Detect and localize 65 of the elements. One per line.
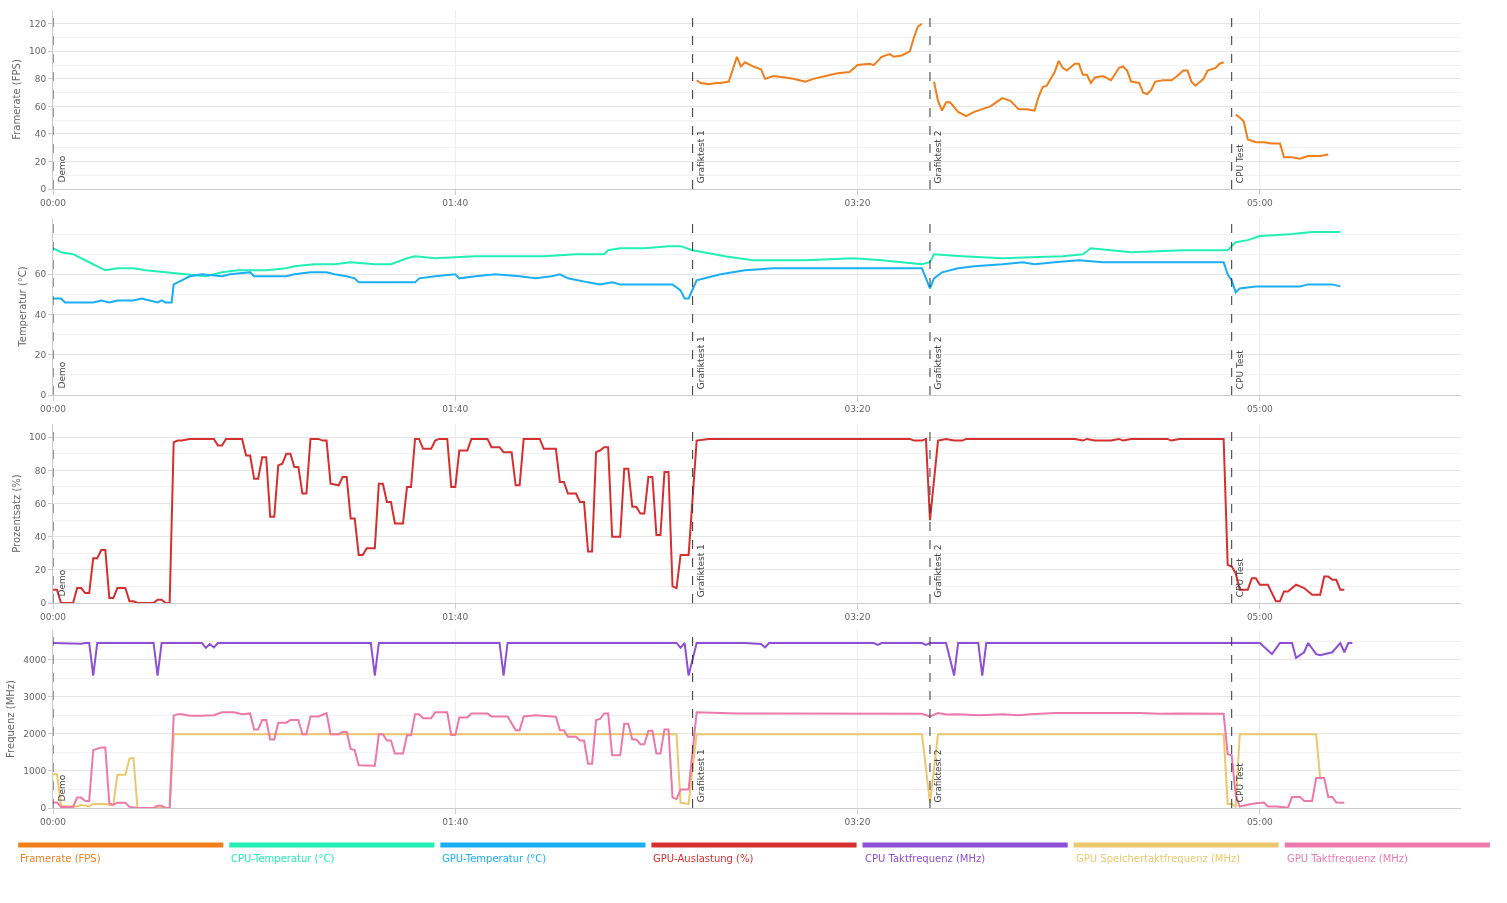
text: GPU Taktfrequenz (MHz)	[1287, 853, 1409, 864]
x-tick-label: 00:00	[40, 403, 67, 414]
ref-line-label: CPU Test	[1235, 762, 1246, 803]
text: GPU-Auslastung (%)	[653, 853, 754, 864]
ref-line-label: Grafiktest 1	[696, 749, 707, 803]
y-tick-label: 0	[40, 184, 47, 195]
ref-line-label: Demo	[56, 569, 67, 597]
x-tick-label: 00:00	[40, 197, 67, 208]
y-tick-label: 0	[40, 598, 47, 609]
y-tick-label: 20	[34, 565, 47, 575]
y-tick-label: 1000	[23, 766, 47, 777]
y-tick-label: 3000	[23, 691, 47, 702]
y-axis-title: Framerate (FPS)	[11, 59, 23, 140]
y-tick-label: 100	[29, 46, 47, 57]
ref-line-label: Grafiktest 1	[696, 336, 707, 390]
y-tick-label: 40	[34, 531, 47, 542]
y-tick-label: 40	[34, 129, 47, 140]
ref-line-label: Demo	[56, 774, 67, 802]
y-tick-label: 60	[34, 269, 47, 280]
x-tick-label: 03:20	[844, 197, 871, 208]
x-tick-label: 03:20	[844, 403, 871, 414]
y-axis-title: Prozentsatz (%)	[11, 474, 23, 553]
y-axis-title: Temperatur (°C)	[16, 266, 28, 348]
y-tick-label: 40	[34, 309, 47, 320]
y-tick-label: 60	[34, 498, 47, 509]
x-tick-label: 00:00	[40, 611, 67, 622]
text: GPU-Temperatur (°C)	[442, 853, 547, 864]
y-tick-label: 80	[34, 465, 47, 476]
text: Framerate (FPS)	[20, 853, 101, 864]
y-tick-label: 4000	[23, 654, 47, 665]
x-tick-label: 01:40	[442, 611, 469, 622]
y-tick-label: 80	[34, 74, 47, 84]
text: CPU-Temperatur (°C)	[231, 853, 335, 864]
ref-line-label: Grafiktest 2	[933, 749, 944, 803]
y-tick-label: 120	[29, 18, 47, 29]
ref-line-label: Demo	[56, 361, 67, 389]
x-tick-label: 01:40	[442, 403, 469, 414]
ref-line-label: CPU Test	[1235, 349, 1246, 390]
y-tick-label: 2000	[23, 728, 47, 739]
y-tick-label: 20	[34, 156, 47, 167]
ref-line-label: Grafiktest 2	[933, 130, 944, 184]
y-tick-label: 100	[29, 432, 47, 443]
x-tick-label: 05:00	[1246, 197, 1274, 208]
y-tick-label: 0	[40, 390, 47, 401]
ref-line-label: CPU Test	[1235, 143, 1246, 184]
x-tick-label: 01:40	[442, 816, 469, 827]
x-tick-label: 03:20	[844, 816, 871, 827]
y-axis-title: Frequenz (MHz)	[5, 679, 17, 758]
y-tick-label: 60	[34, 101, 47, 112]
ref-line-label: Grafiktest 1	[696, 130, 707, 184]
text: CPU Taktfrequenz (MHz)	[865, 853, 986, 864]
x-tick-label: 01:40	[442, 197, 469, 208]
ref-line-label: Grafiktest 1	[696, 544, 707, 598]
ref-line-label: CPU Test	[1235, 557, 1246, 598]
x-tick-label: 03:20	[844, 611, 871, 622]
x-tick-label: 05:00	[1246, 816, 1274, 827]
y-tick-label: 20	[34, 349, 47, 360]
ref-line-label: Grafiktest 2	[933, 544, 944, 598]
x-tick-label: 05:00	[1246, 611, 1274, 622]
ref-line-label: Grafiktest 2	[933, 336, 944, 390]
text: GPU Speichertaktfrequenz (MHz)	[1076, 853, 1241, 864]
y-tick-label: 0	[40, 803, 47, 814]
x-tick-label: 05:00	[1246, 403, 1274, 414]
x-tick-label: 00:00	[40, 816, 67, 827]
ref-line-label: Demo	[56, 155, 67, 183]
